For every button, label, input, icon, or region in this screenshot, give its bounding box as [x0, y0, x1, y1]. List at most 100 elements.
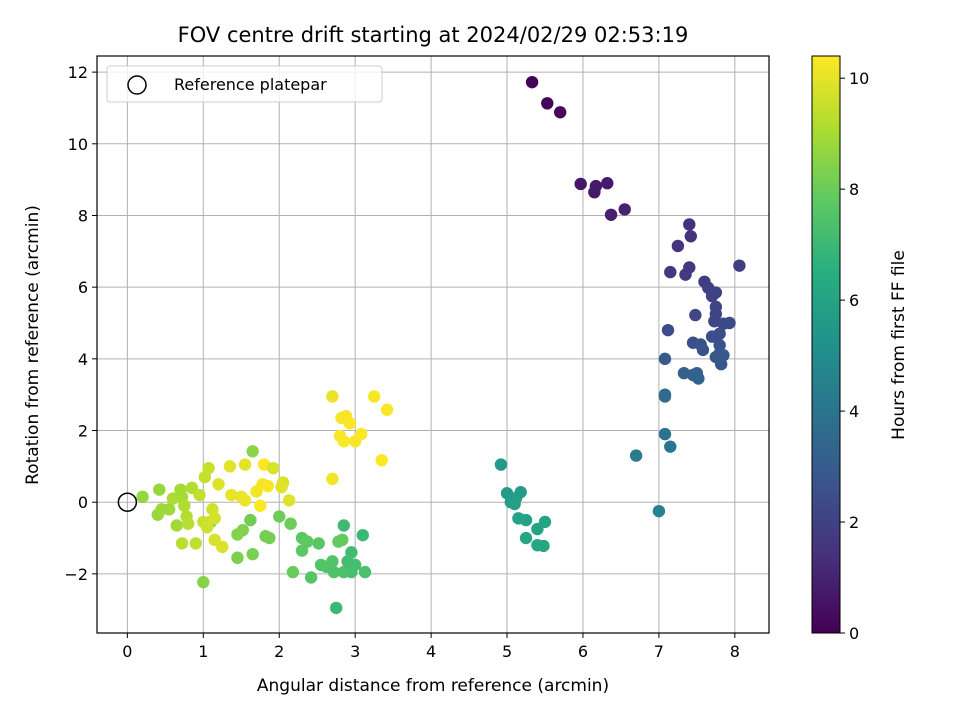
legend-box — [106, 65, 383, 103]
data-point — [166, 492, 180, 505]
y-tick-label: −2 — [64, 565, 88, 584]
data-point — [208, 512, 221, 525]
colorbar-tick-label: 0 — [849, 624, 859, 643]
colorbar-gradient — [811, 55, 841, 634]
data-point — [664, 265, 677, 279]
chart-title: FOV centre drift starting at 2024/02/29 … — [178, 23, 689, 47]
x-tick-label: 4 — [426, 642, 436, 661]
data-point — [301, 535, 314, 548]
data-point — [336, 533, 349, 547]
colorbar-tick-label: 2 — [849, 513, 859, 532]
data-point — [380, 403, 394, 416]
colorbar-label: Hours from first FF file — [889, 250, 909, 440]
data-point — [295, 544, 309, 557]
data-point — [671, 239, 685, 253]
data-point — [705, 330, 719, 343]
data-point — [658, 390, 672, 403]
y-tick-label: 2 — [78, 422, 88, 441]
x-tick-label: 0 — [122, 642, 132, 661]
data-point — [658, 427, 672, 441]
data-point — [356, 528, 369, 542]
colorbar-tick-label: 8 — [849, 180, 859, 199]
x-tick-label: 5 — [502, 642, 512, 661]
data-point — [153, 483, 166, 496]
data-point — [282, 494, 296, 507]
data-point — [519, 531, 533, 545]
data-point — [574, 177, 587, 191]
data-point — [136, 490, 149, 504]
data-point — [525, 75, 539, 89]
reference-marker — [117, 492, 138, 512]
data-point — [519, 513, 533, 527]
data-point — [375, 454, 388, 467]
data-point — [683, 261, 696, 274]
data-point — [714, 358, 728, 371]
data-point — [216, 540, 229, 554]
y-tick-label: 8 — [78, 206, 88, 225]
data-point — [337, 435, 350, 448]
data-point — [238, 494, 252, 507]
legend: Reference platepar — [106, 65, 383, 103]
data-point — [246, 547, 259, 561]
data-point — [225, 488, 238, 502]
data-point — [604, 208, 618, 221]
data-point — [629, 449, 643, 462]
x-tick-label: 8 — [730, 642, 740, 661]
data-point — [658, 352, 672, 366]
data-point — [343, 417, 357, 430]
grid-lines — [97, 56, 769, 633]
colorbar-tick-label: 4 — [849, 402, 859, 421]
data-point — [170, 519, 183, 532]
data-point — [284, 517, 297, 530]
y-tick-label: 0 — [78, 493, 88, 512]
y-axis-label: Rotation from reference (arcmin) — [23, 205, 43, 485]
data-point — [223, 460, 237, 473]
data-point — [733, 259, 746, 272]
data-point — [664, 440, 677, 453]
data-point — [181, 517, 195, 530]
data-point — [326, 472, 339, 486]
data-point — [263, 531, 276, 545]
legend-label-reference-platepar: Reference platepar — [174, 75, 327, 94]
data-point — [537, 539, 550, 553]
data-point — [367, 390, 381, 403]
y-tick-label: 12 — [68, 63, 88, 82]
y-tick-label: 10 — [68, 135, 88, 154]
data-point — [231, 551, 244, 564]
data-point — [723, 316, 736, 330]
x-axis-label: Angular distance from reference (arcmin) — [257, 676, 609, 696]
data-point — [254, 499, 267, 512]
data-point — [355, 427, 368, 441]
data-point — [275, 480, 288, 494]
x-tick-label: 2 — [274, 642, 284, 661]
data-point — [684, 230, 697, 243]
data-point — [189, 537, 202, 550]
data-point — [238, 458, 252, 471]
data-point — [589, 179, 603, 193]
data-point — [212, 478, 225, 491]
data-point — [304, 571, 318, 584]
x-tick-label: 7 — [654, 642, 664, 661]
data-point — [273, 510, 286, 523]
data-point — [689, 308, 702, 322]
plot-frame — [96, 55, 770, 634]
data-point — [337, 519, 350, 532]
data-point — [246, 445, 259, 458]
x-tick-label: 1 — [198, 642, 208, 661]
data-point — [244, 513, 257, 527]
data-point — [553, 106, 567, 119]
data-point — [200, 521, 214, 534]
data-point — [162, 503, 176, 516]
data-points — [136, 75, 746, 615]
colorbar-ticks: 0 2 4 6 8 10 — [840, 69, 869, 643]
data-point — [329, 601, 343, 615]
data-point — [494, 458, 508, 471]
data-point — [683, 218, 696, 231]
x-tick-label: 3 — [350, 642, 360, 661]
data-point — [202, 461, 215, 475]
data-point — [661, 323, 675, 337]
data-point — [652, 504, 666, 518]
data-point — [312, 537, 325, 550]
x-tick-label: 6 — [578, 642, 588, 661]
